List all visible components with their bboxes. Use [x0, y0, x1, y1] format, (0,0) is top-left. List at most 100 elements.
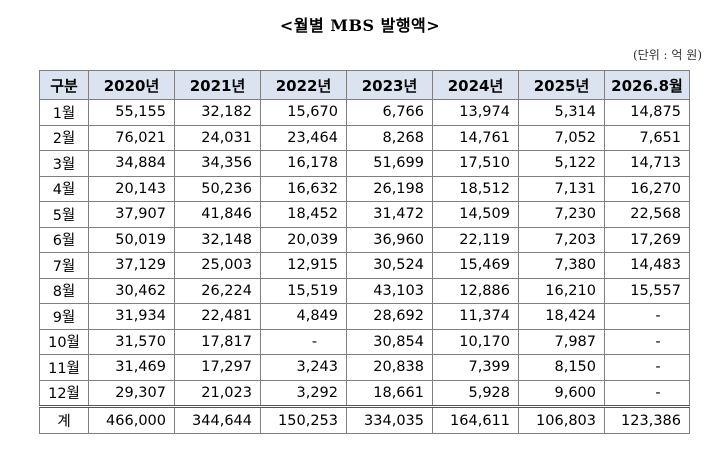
- table-cell: 30,854: [346, 328, 433, 355]
- table-cell: 32,182: [174, 99, 261, 126]
- table-cell: 8,150: [518, 354, 605, 381]
- table-cell: 30,524: [346, 252, 433, 279]
- table-cell: 13,974: [432, 99, 519, 126]
- table-row: 4월 20,143 50,236 16,632 26,198 18,512 7,131 16,…: [39, 175, 690, 202]
- table-cell: 7,052: [518, 124, 605, 151]
- table-cell: 31,570: [88, 328, 175, 355]
- table-cell: 5,314: [518, 99, 605, 126]
- table-cell: 32,148: [174, 226, 261, 253]
- mbs-issuance-table: 구분 2020년 2021년 2022년 2023년 2024년 2025년 2026.8월 …: [39, 70, 690, 434]
- table-cell: 10,170: [432, 328, 519, 355]
- table-cell: 7,987: [518, 328, 605, 355]
- table-cell: -: [260, 328, 347, 355]
- table-cell: 3,292: [260, 379, 347, 407]
- table-cell: 3,243: [260, 354, 347, 381]
- table-cell: 15,557: [604, 277, 690, 304]
- table-cell: 30,462: [88, 277, 175, 304]
- table-cell: 22,481: [174, 303, 261, 330]
- month-label: 7월: [39, 252, 89, 279]
- total-cell: 106,803: [518, 405, 605, 434]
- table-cell: 18,424: [518, 303, 605, 330]
- table-cell: 4,849: [260, 303, 347, 330]
- table-cell: 22,568: [604, 201, 690, 228]
- table-cell: -: [604, 379, 690, 407]
- table-cell: 16,210: [518, 277, 605, 304]
- table-cell: 7,380: [518, 252, 605, 279]
- table-cell: 18,452: [260, 201, 347, 228]
- table-cell: 20,143: [88, 175, 175, 202]
- table-header-row: 구분 2020년 2021년 2022년 2023년 2024년 2025년 2026.8월: [39, 70, 690, 100]
- table-row: 6월 50,019 32,148 20,039 36,960 22,119 7,203 17,…: [39, 226, 690, 253]
- table-cell: 11,374: [432, 303, 519, 330]
- table-cell: 12,915: [260, 252, 347, 279]
- table-cell: 50,236: [174, 175, 261, 202]
- table-cell: 15,519: [260, 277, 347, 304]
- table-cell: -: [604, 303, 690, 330]
- table-row: 8월 30,462 26,224 15,519 43,103 12,886 16,210 15…: [39, 277, 690, 304]
- table-cell: 15,670: [260, 99, 347, 126]
- table-cell: 26,224: [174, 277, 261, 304]
- month-label: 8월: [39, 277, 89, 304]
- total-cell: 334,035: [346, 405, 433, 434]
- header-year: 2022년: [260, 70, 347, 100]
- table-cell: 31,472: [346, 201, 433, 228]
- table-cell: 6,766: [346, 99, 433, 126]
- table-cell: 17,297: [174, 354, 261, 381]
- month-label: 9월: [39, 303, 89, 330]
- table-cell: 24,031: [174, 124, 261, 151]
- table-cell: -: [604, 328, 690, 355]
- header-year: 2026.8월: [604, 70, 690, 100]
- table-cell: 17,510: [432, 150, 519, 177]
- table-cell: 18,512: [432, 175, 519, 202]
- table-cell: 17,817: [174, 328, 261, 355]
- month-label: 6월: [39, 226, 89, 253]
- table-cell: 22,119: [432, 226, 519, 253]
- table-cell: 37,907: [88, 201, 175, 228]
- table-cell: 31,469: [88, 354, 175, 381]
- table-cell: 76,021: [88, 124, 175, 151]
- month-label: 11월: [39, 354, 89, 381]
- table-cell: 7,131: [518, 175, 605, 202]
- table-cell: 5,928: [432, 379, 519, 407]
- table-cell: 26,198: [346, 175, 433, 202]
- page-title: <월별 MBS 발행액>: [279, 16, 441, 35]
- table-cell: 37,129: [88, 252, 175, 279]
- table-cell: 50,019: [88, 226, 175, 253]
- table-cell: 14,713: [604, 150, 690, 177]
- table-cell: 7,399: [432, 354, 519, 381]
- header-year: 2025년: [518, 70, 605, 100]
- table-cell: -: [604, 354, 690, 381]
- table-cell: 23,464: [260, 124, 347, 151]
- table-row: 2월 76,021 24,031 23,464 8,268 14,761 7,052 7,65…: [39, 124, 690, 151]
- table-cell: 28,692: [346, 303, 433, 330]
- table-cell: 5,122: [518, 150, 605, 177]
- table-cell: 14,483: [604, 252, 690, 279]
- table-cell: 34,884: [88, 150, 175, 177]
- table-cell: 36,960: [346, 226, 433, 253]
- table-cell: 14,875: [604, 99, 690, 126]
- table-cell: 16,178: [260, 150, 347, 177]
- table-cell: 43,103: [346, 277, 433, 304]
- table-cell: 20,838: [346, 354, 433, 381]
- table-cell: 14,509: [432, 201, 519, 228]
- table-cell: 55,155: [88, 99, 175, 126]
- table-cell: 9,600: [518, 379, 605, 407]
- table-cell: 34,356: [174, 150, 261, 177]
- table-cell: 15,469: [432, 252, 519, 279]
- header-year: 2021년: [174, 70, 261, 100]
- table-row: 7월 37,129 25,003 12,915 30,524 15,469 7,380 14,…: [39, 252, 690, 279]
- total-cell: 123,386: [604, 405, 690, 434]
- table-cell: 41,846: [174, 201, 261, 228]
- table-cell: 25,003: [174, 252, 261, 279]
- total-cell: 344,644: [174, 405, 261, 434]
- table-cell: 7,651: [604, 124, 690, 151]
- table-row: 5월 37,907 41,846 18,452 31,472 14,509 7,230 22,…: [39, 201, 690, 228]
- table-cell: 7,230: [518, 201, 605, 228]
- table-cell: 31,934: [88, 303, 175, 330]
- unit-label: (단위 : 억 원): [632, 48, 702, 62]
- month-label: 4월: [39, 175, 89, 202]
- table-row: 3월 34,884 34,356 16,178 51,699 17,510 5,122 14,…: [39, 150, 690, 177]
- table-cell: 7,203: [518, 226, 605, 253]
- table-cell: 29,307: [88, 379, 175, 407]
- header-year: 2024년: [432, 70, 519, 100]
